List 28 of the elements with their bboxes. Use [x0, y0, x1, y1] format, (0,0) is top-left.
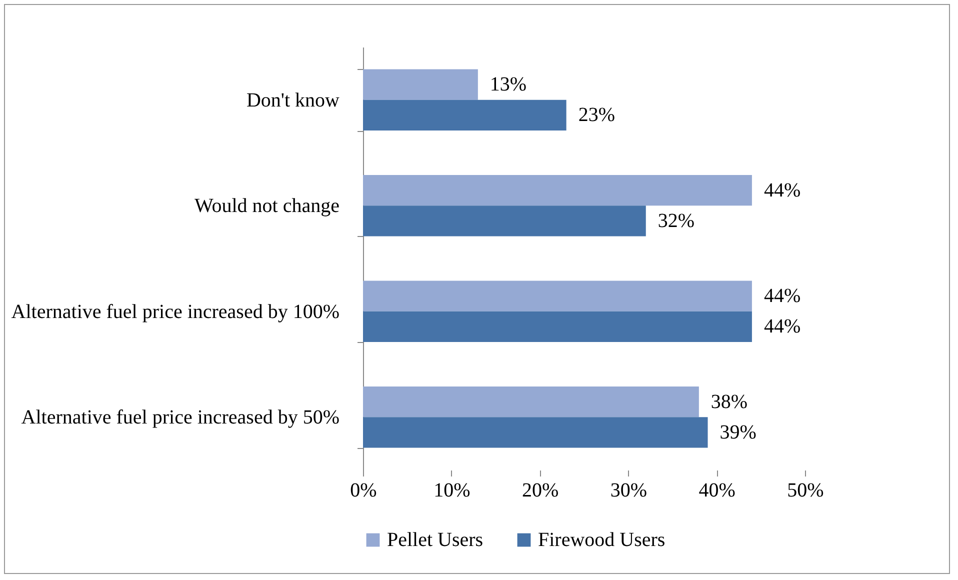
- data-label: 44%: [764, 285, 801, 308]
- x-tick-label: 30%: [610, 480, 648, 502]
- bar: [363, 311, 752, 342]
- x-tick-label: 50%: [787, 480, 824, 502]
- data-label: 32%: [658, 210, 695, 232]
- data-label: 38%: [710, 390, 748, 413]
- bar: [363, 206, 646, 236]
- x-tick-label: 20%: [522, 480, 559, 502]
- y-tick-label: Alternative fuel price increased by 100%: [11, 300, 340, 323]
- legend-label: Firewood Users: [538, 529, 666, 551]
- x-tick-label: 40%: [698, 480, 736, 502]
- data-label: 44%: [764, 179, 801, 202]
- y-tick-label: Alternative fuel price increased by 50%: [21, 406, 340, 429]
- bar: [363, 417, 708, 448]
- bar: [363, 69, 478, 100]
- data-label: 13%: [490, 74, 527, 96]
- data-label: 39%: [720, 421, 756, 444]
- bar: [363, 386, 699, 418]
- x-tick-label: 0%: [350, 480, 377, 502]
- data-label: 44%: [764, 316, 801, 338]
- bar: [363, 174, 752, 206]
- x-tick-label: 10%: [434, 480, 470, 502]
- y-tick-label: Don't know: [246, 89, 340, 112]
- data-label: 23%: [578, 104, 615, 126]
- bar: [363, 280, 752, 312]
- legend-label: Pellet Users: [387, 529, 484, 551]
- bar: [363, 100, 566, 131]
- y-tick-label: Would not change: [194, 195, 340, 218]
